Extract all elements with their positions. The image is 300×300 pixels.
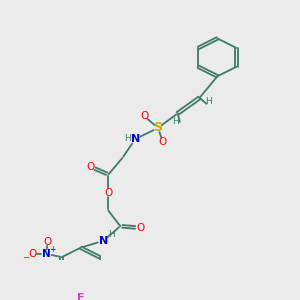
Text: N: N: [99, 236, 108, 246]
Text: O: O: [136, 223, 144, 233]
Text: H: H: [108, 230, 115, 239]
Text: S: S: [153, 122, 162, 134]
Text: O: O: [159, 137, 167, 147]
Text: H: H: [205, 97, 212, 106]
Text: F: F: [77, 292, 84, 300]
Text: +: +: [50, 245, 56, 254]
Text: −: −: [22, 254, 30, 262]
Text: O: O: [86, 162, 95, 172]
Text: N: N: [41, 249, 50, 259]
Text: N: N: [130, 134, 140, 144]
Text: H: H: [172, 117, 179, 126]
Text: O: O: [28, 249, 36, 259]
Text: H: H: [124, 134, 130, 143]
Text: O: O: [44, 237, 52, 247]
Text: O: O: [104, 188, 112, 198]
Text: O: O: [140, 111, 148, 121]
